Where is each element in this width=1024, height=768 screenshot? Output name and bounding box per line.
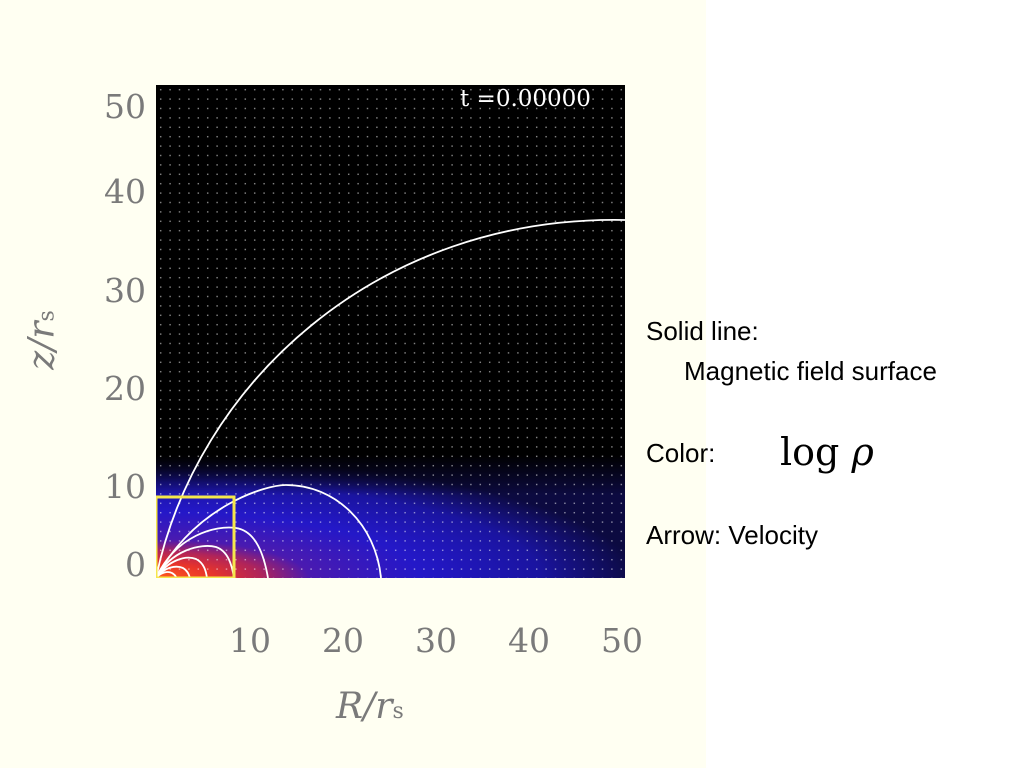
velocity-arrow-grid	[156, 85, 625, 578]
legend-solid-line-desc: Magnetic field surface	[684, 356, 937, 386]
x-axis-label: R/rs	[336, 686, 404, 727]
y-tick-label: 20	[104, 369, 146, 408]
legend-arrow-label: Arrow: Velocity	[646, 520, 818, 550]
x-tick-label: 20	[322, 621, 364, 660]
y-tick-label: 0	[125, 545, 146, 584]
legend-color-label: Color:	[646, 438, 716, 468]
field-line	[156, 565, 191, 578]
simulation-panel	[156, 85, 625, 578]
x-tick-label: 50	[601, 621, 643, 660]
y-tick-label: 50	[104, 87, 146, 126]
zoom-region-box	[156, 495, 236, 578]
field-line	[156, 484, 382, 578]
x-tick-label: 30	[415, 621, 457, 660]
legend-color-formula: log ρ	[780, 430, 874, 474]
y-tick-label: 10	[104, 467, 146, 506]
x-tick-label: 40	[508, 621, 550, 660]
field-line	[156, 526, 269, 578]
y-tick-label: 30	[104, 271, 146, 310]
legend-solid-line-label: Solid line:	[646, 316, 759, 346]
time-label: t =0.00000	[460, 86, 591, 112]
field-line	[156, 571, 177, 578]
field-line	[156, 556, 208, 578]
field-line	[156, 545, 235, 578]
x-tick-label: 10	[229, 621, 271, 660]
y-tick-label: 40	[104, 172, 146, 211]
y-axis-label: z/rs	[21, 310, 63, 370]
